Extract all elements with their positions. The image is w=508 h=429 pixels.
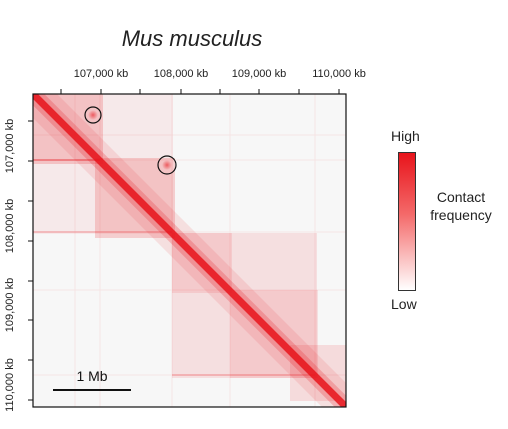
figure-title: Mus musculus xyxy=(121,26,263,51)
contact-map-frame xyxy=(32,93,347,408)
legend-low-label: Low xyxy=(391,296,417,312)
x-tick-label-110000: 110,000 kb xyxy=(312,68,366,80)
diagonal-core xyxy=(33,94,346,407)
x-tick-label-108000: 108,000 kb xyxy=(153,68,209,80)
legend-title: Contact frequency xyxy=(430,189,492,223)
legend-color-bar xyxy=(398,152,416,291)
y-axis-ticks xyxy=(28,120,33,401)
x-tick-label-109000: 109,000 kb xyxy=(231,68,287,80)
x-tick-label-107000: 107,000 kb xyxy=(73,68,129,80)
loop-highlight-circle xyxy=(84,106,102,124)
contact-grid xyxy=(33,94,346,407)
loop-dot xyxy=(88,110,98,120)
contact-map xyxy=(33,94,346,407)
loop-dot xyxy=(162,160,172,170)
x-axis-ticks xyxy=(60,89,340,94)
domain-block xyxy=(290,345,346,401)
loop-highlight-circle xyxy=(157,155,177,175)
scale-bar-label: 1 Mb xyxy=(76,368,108,384)
legend-high-label: High xyxy=(391,128,420,144)
